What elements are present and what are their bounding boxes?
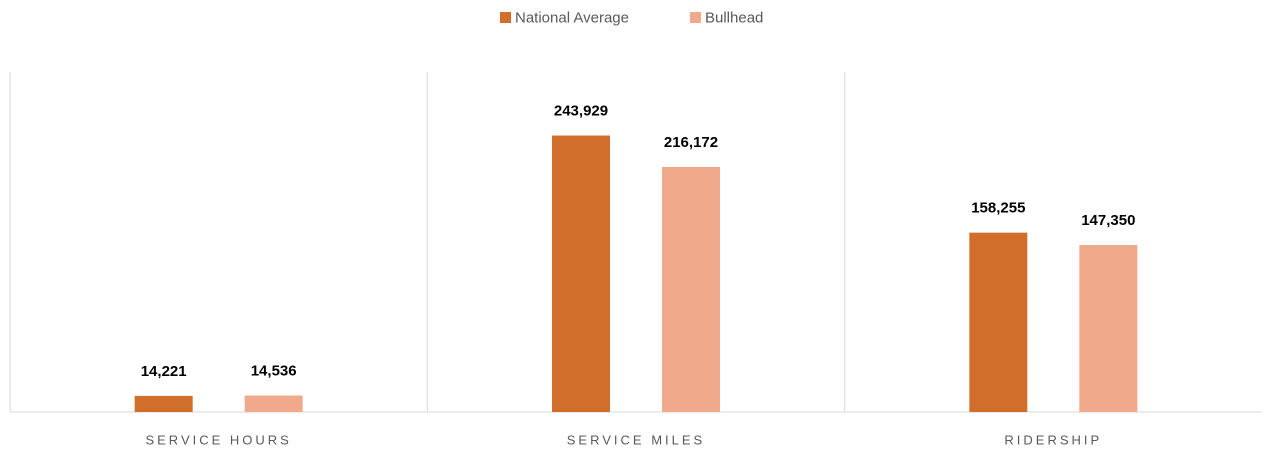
bar: [662, 167, 720, 412]
data-label: 216,172: [664, 134, 718, 151]
bar: [552, 135, 610, 413]
legend-label: National Average: [515, 9, 629, 26]
legend-swatch: [500, 12, 511, 23]
bar: [1079, 245, 1138, 412]
data-label: 243,929: [554, 103, 608, 120]
bar: [244, 395, 303, 412]
x-tick-label: SERVICE MILES: [567, 432, 705, 447]
data-label: 14,536: [251, 362, 297, 379]
bar: [969, 232, 1028, 412]
x-tick-label: SERVICE HOURS: [145, 432, 291, 447]
bar: [134, 395, 193, 412]
data-label: 147,350: [1081, 212, 1135, 229]
data-label: 158,255: [971, 200, 1025, 217]
x-tick-label: RIDERSHIP: [1004, 432, 1102, 447]
legend-swatch: [690, 12, 701, 23]
data-label: 14,221: [141, 363, 187, 380]
legend-label: Bullhead: [705, 9, 763, 26]
